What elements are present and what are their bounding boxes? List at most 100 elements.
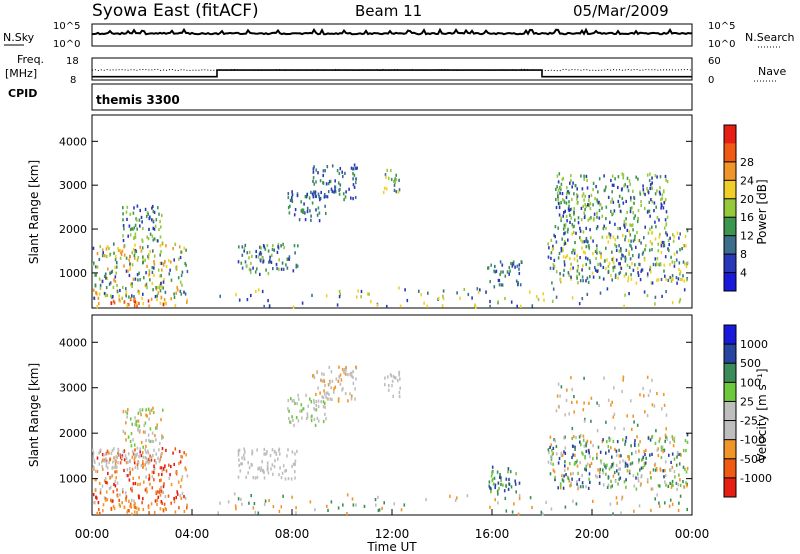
velocity-cell [672, 483, 674, 487]
velocity-cell [147, 451, 150, 455]
velocity-cell [571, 400, 573, 405]
power-cell [497, 300, 500, 304]
velocity-cell [564, 446, 567, 450]
velocity-cell [326, 397, 329, 401]
velocity-cell [104, 498, 107, 502]
velocity-cell [174, 447, 177, 451]
velocity-cell [550, 458, 553, 462]
power-cell [589, 202, 592, 206]
velocity-cell [92, 493, 95, 497]
velocity-cell [633, 484, 636, 488]
power-cell [627, 189, 630, 193]
power-cell [140, 215, 143, 219]
power-cell [660, 197, 662, 202]
velocity-cell [561, 453, 564, 457]
velocity-cell [642, 386, 644, 391]
velocity-cell [656, 392, 658, 396]
velocity-cell [184, 496, 187, 500]
velocity-cell [569, 462, 571, 466]
power-cell [595, 256, 597, 261]
power-cell [578, 302, 581, 306]
velocity-cell [160, 478, 162, 482]
velocity-cell [608, 436, 610, 440]
power-cell [385, 187, 388, 191]
velocity-cell [598, 481, 601, 485]
power-cell [569, 267, 572, 271]
power-cell [651, 281, 654, 285]
velocity-cell [636, 423, 639, 427]
power-cell [134, 243, 136, 247]
velocity-cell [149, 427, 152, 431]
power-cell [596, 199, 599, 203]
power-cell [267, 249, 270, 253]
power-cell [561, 177, 564, 181]
power-cell [598, 250, 601, 254]
velocity-cell [425, 498, 427, 502]
velocity-cell [647, 393, 650, 397]
velocity-cell [398, 390, 401, 394]
power-cell [312, 195, 315, 199]
velocity-cell [570, 483, 572, 487]
power-cell [529, 290, 531, 294]
power-cell [605, 185, 607, 189]
velocity-cell [564, 435, 566, 439]
power-cell [500, 270, 502, 274]
power-cell [133, 256, 136, 260]
power-cell [292, 269, 295, 273]
power-cell [322, 169, 325, 173]
velocity-cell [345, 368, 347, 372]
power-cell [650, 281, 653, 285]
power-cell [336, 169, 339, 173]
power-cell [552, 266, 555, 270]
freq-label-line1: Freq. [17, 53, 44, 66]
velocity-cell [325, 391, 328, 395]
power-cell [550, 238, 553, 242]
power-cell [139, 245, 141, 249]
power-cell [245, 264, 248, 268]
power-cell [642, 188, 645, 192]
power-cell [134, 277, 137, 281]
power-cell [563, 211, 565, 215]
velocity-cell [313, 401, 315, 405]
power-cell [131, 282, 133, 286]
power-cell [621, 172, 624, 176]
velocity-cell [159, 458, 161, 462]
velocity-cell [611, 400, 613, 404]
power-cell [583, 240, 586, 244]
velocity-cell [132, 482, 135, 486]
velocity-cell [619, 476, 622, 480]
velocity-cell [685, 481, 687, 485]
power-cell [278, 267, 280, 271]
power-cell [560, 216, 562, 220]
velocity-cell [510, 485, 513, 489]
velocity-cell [398, 394, 401, 399]
velocity-colorbar-tick-label: -1000 [740, 472, 772, 485]
power-cell [569, 213, 571, 217]
velocity-cell [164, 495, 167, 499]
power-cell [257, 288, 260, 292]
power-cell [136, 304, 138, 308]
power-cell [183, 290, 185, 294]
velocity-cell [152, 454, 154, 458]
power-cell [353, 163, 356, 167]
velocity-cell [381, 506, 383, 510]
velocity-cell [559, 486, 562, 490]
velocity-cell [142, 461, 144, 465]
velocity-cell [260, 468, 262, 472]
power-cell [102, 251, 104, 255]
velocity-cell [576, 459, 578, 463]
power-cell [667, 278, 670, 282]
velocity-cell [351, 497, 354, 501]
power-cell [561, 248, 564, 253]
power-cell [133, 300, 136, 304]
velocity-cell [514, 479, 516, 483]
power-cell [558, 172, 561, 176]
velocity-cell [569, 484, 571, 488]
velocity-cell [391, 379, 394, 383]
velocity-cell [664, 460, 667, 464]
power-cell [160, 285, 163, 289]
velocity-cell [571, 387, 573, 392]
velocity-cell [263, 471, 265, 475]
power-cell [622, 173, 625, 177]
velocity-cell [92, 452, 95, 456]
